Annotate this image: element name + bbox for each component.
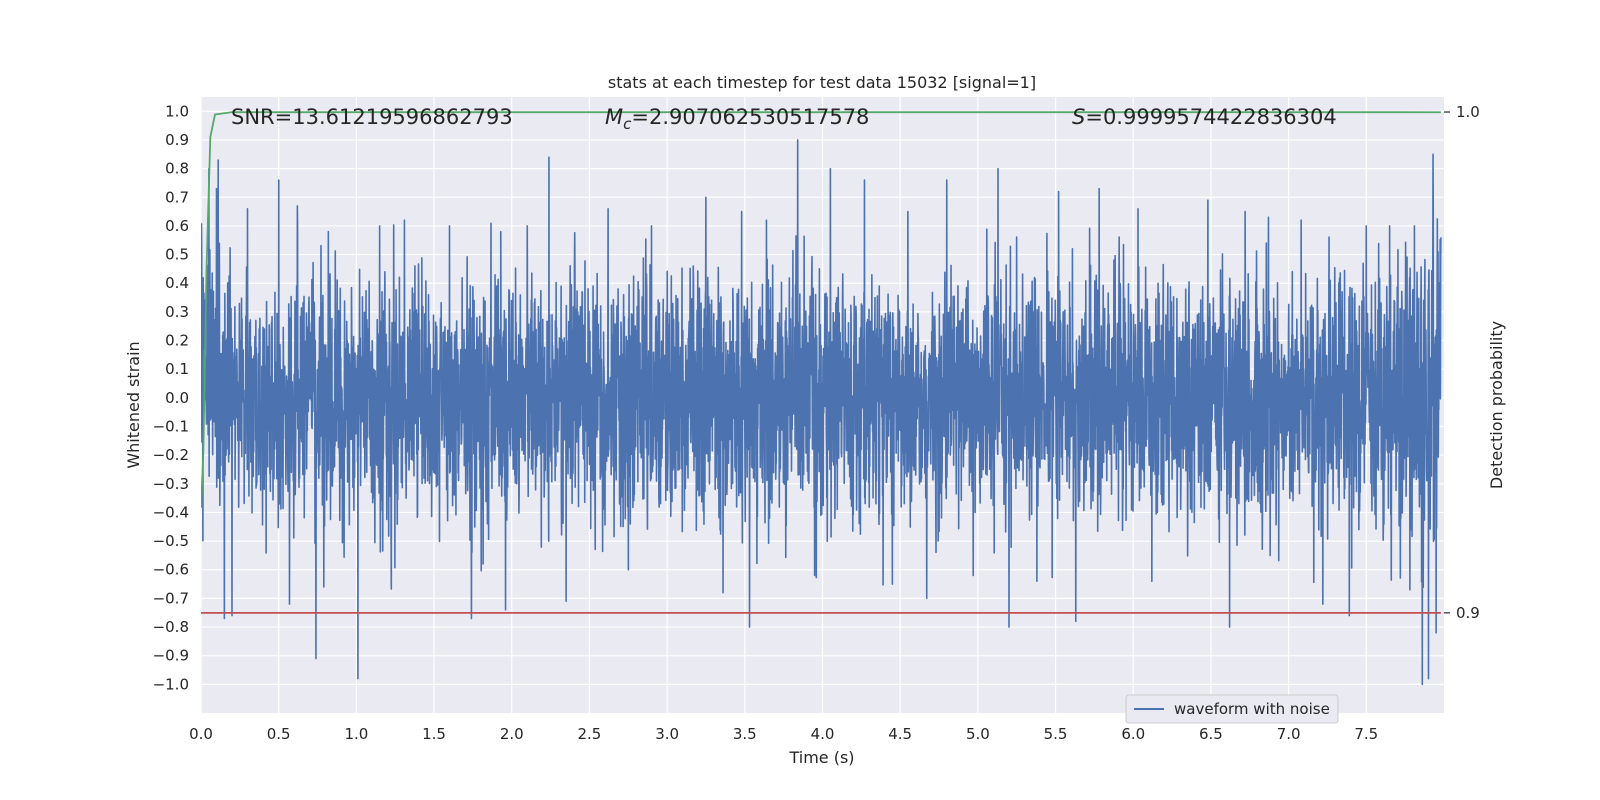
y-tick-label: −1.0	[153, 675, 189, 693]
y-tick-label: −0.7	[153, 589, 189, 607]
y-tick-label: 0.2	[165, 332, 189, 350]
x-tick-label: 0.0	[189, 725, 213, 743]
x-tick-label: 7.5	[1354, 725, 1378, 743]
x-tick-label: 3.5	[733, 725, 757, 743]
y-tick-label: 0.8	[165, 160, 189, 178]
y-tick-label: 0.4	[165, 274, 189, 292]
mc-subscript: c	[623, 115, 632, 133]
x-tick-label: 5.5	[1044, 725, 1068, 743]
series-waveform-with-noise	[201, 139, 1442, 686]
x-axis-ticks: 0.0 0.5 1.0 1.5 2.0 2.5 3.0 3.5 4.0 4.5 5.0 5.5 6.0 6…	[189, 725, 1378, 743]
s-value: =0.9999574422836304	[1085, 105, 1336, 129]
y-tick-label: −0.9	[153, 647, 189, 665]
y-tick-label: 0.7	[165, 188, 189, 206]
y-tick-label: −0.8	[153, 618, 189, 636]
y-tick-label: −0.6	[153, 561, 189, 579]
right-axis-label: Detection probability	[1487, 321, 1506, 489]
series-detection-probability	[201, 111, 1441, 508]
chirp-mass-annotation: Mc=2.907062530517578	[605, 105, 869, 133]
y-tick-label: 0.9	[165, 131, 189, 149]
y-tick-label: 0.0	[165, 389, 189, 407]
x-tick-label: 1.5	[422, 725, 446, 743]
x-tick-label: 2.0	[500, 725, 524, 743]
y-tick-label: 1.0	[165, 102, 189, 120]
right-tick-label: 0.9	[1456, 604, 1480, 622]
s-symbol: S	[1072, 105, 1085, 129]
x-tick-label: 6.5	[1199, 725, 1223, 743]
x-tick-label: 5.0	[966, 725, 990, 743]
y-tick-label: −0.1	[153, 417, 189, 435]
y-tick-label: −0.2	[153, 446, 189, 464]
y-tick-label: 0.3	[165, 303, 189, 321]
mc-value: =2.907062530517578	[631, 105, 869, 129]
right-axis-ticks: 1.0 0.9	[1444, 103, 1480, 622]
right-tick-label: 1.0	[1456, 103, 1480, 121]
y-tick-label: −0.4	[153, 503, 189, 521]
y-tick-label: 0.6	[165, 217, 189, 235]
plot-area	[201, 111, 1442, 686]
x-tick-label: 2.5	[578, 725, 602, 743]
y-tick-label: 0.1	[165, 360, 189, 378]
y-tick-label: −0.5	[153, 532, 189, 550]
x-axis-label: Time (s)	[788, 748, 854, 767]
y-tick-label: −0.3	[153, 475, 189, 493]
y-axis-label: Whitened strain	[124, 341, 143, 468]
legend-entry-waveform: waveform with noise	[1174, 700, 1330, 718]
x-tick-label: 7.0	[1277, 725, 1301, 743]
legend-box	[1125, 694, 1339, 724]
snr-annotation: SNR=13.61219596862793	[231, 105, 513, 129]
y-axis-ticks: 1.0 0.9 0.8 0.7 0.6 0.5 0.4 0.3 0.2 0.1 0.0 −0.1 −0.…	[153, 102, 189, 693]
mc-symbol: M	[605, 105, 623, 129]
score-annotation: S=0.9999574422836304	[1072, 105, 1337, 129]
legend: waveform with noise	[1125, 694, 1339, 724]
x-tick-label: 0.5	[267, 725, 291, 743]
x-tick-label: 6.0	[1121, 725, 1145, 743]
x-tick-label: 4.0	[811, 725, 835, 743]
x-tick-label: 3.0	[655, 725, 679, 743]
chart-title: stats at each timestep for test data 150…	[608, 73, 1036, 92]
x-tick-label: 1.0	[344, 725, 368, 743]
x-tick-label: 4.5	[888, 725, 912, 743]
y-tick-label: 0.5	[165, 246, 189, 264]
